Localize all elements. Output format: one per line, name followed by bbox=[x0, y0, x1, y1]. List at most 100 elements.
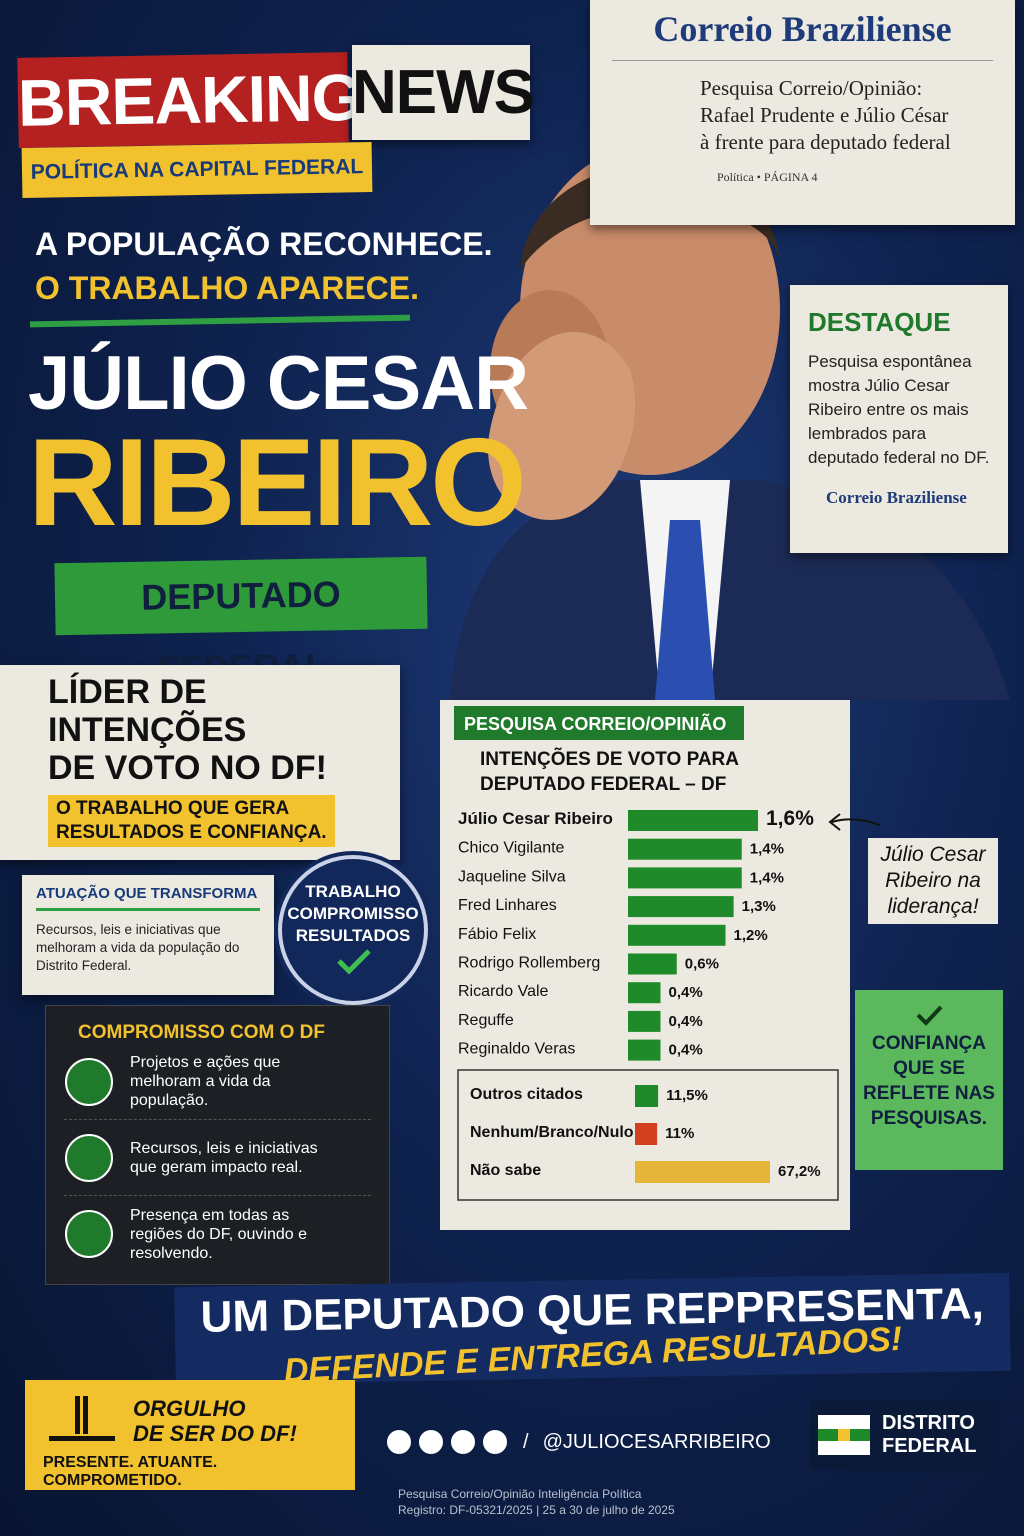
breaking-text: BREAKING bbox=[17, 59, 363, 140]
pride-motto: PRESENTE. ATUANTE. COMPROMETIDO. bbox=[43, 1454, 218, 1489]
footer: Pesquisa Correio/Opinião Inteligência Po… bbox=[398, 1486, 675, 1518]
bar bbox=[628, 896, 734, 918]
category-label: Nenhum/Branco/Nulo bbox=[470, 1124, 634, 1141]
category-label: Fred Linhares bbox=[458, 897, 557, 914]
pride-title-line: ORGULHO bbox=[133, 1396, 246, 1421]
bar bbox=[628, 867, 742, 889]
highlight-source: Correio Braziliense bbox=[826, 488, 967, 507]
commitment-icon bbox=[65, 1210, 113, 1258]
headline-line: à frente para deputado federal bbox=[700, 130, 951, 154]
category-label: Rodrigo Rollemberg bbox=[458, 955, 600, 972]
value-label: 0,4% bbox=[669, 1042, 703, 1059]
handle[interactable]: @JULIOCESARRIBEIRO bbox=[542, 1430, 771, 1453]
chart-label-box bbox=[454, 706, 744, 740]
annotation: Júlio Cesar Ribeiro na liderança! bbox=[868, 838, 998, 924]
df-flag bbox=[818, 1415, 870, 1455]
commitment-title: COMPROMISSO COM O DF bbox=[78, 1022, 325, 1043]
chart-panel: PESQUISA CORREIO/OPINIÃO INTENÇÕES DE VOT… bbox=[440, 700, 850, 1230]
x-icon[interactable] bbox=[451, 1430, 475, 1454]
seal-line: RESULTADOS bbox=[295, 926, 411, 945]
newspaper-section: Política • PÁGINA 4 bbox=[717, 170, 818, 184]
congress-icon bbox=[49, 1396, 115, 1441]
confidence-line: QUE SE bbox=[893, 1058, 965, 1079]
leader-title-line: LÍDER DE INTENÇÕES bbox=[48, 673, 247, 749]
category-label: Ricardo Vale bbox=[458, 983, 549, 1000]
annotation-line: Ribeiro na bbox=[885, 869, 981, 892]
pride-title-line: DE SER DO DF! bbox=[133, 1421, 297, 1446]
section-box: POLÍTICA NA CAPITAL FEDERAL bbox=[21, 141, 373, 199]
region-box: DISTRITO FEDERAL bbox=[810, 1400, 995, 1470]
icon-circle bbox=[65, 1210, 113, 1258]
value-label: 11,5% bbox=[666, 1087, 708, 1104]
commitment-item: Projetos e ações que melhoram a vida da … bbox=[64, 1044, 371, 1120]
section-text: POLÍTICA NA CAPITAL FEDERAL bbox=[30, 155, 364, 184]
impact-card: ATUAÇÃO QUE TRANSFORMA Recursos, leis e … bbox=[22, 875, 274, 995]
tagline: A POPULAÇÃO RECONHECE. O TRABALHO APAREC… bbox=[35, 222, 493, 310]
facebook-icon[interactable] bbox=[419, 1430, 443, 1454]
category-label: Não sabe bbox=[470, 1162, 541, 1179]
annotation-arrow bbox=[828, 813, 881, 831]
bar bbox=[628, 982, 661, 1004]
value-label: 0,4% bbox=[669, 1013, 703, 1030]
commitment-card: COMPROMISSO COM O DF Projetos e ações qu… bbox=[45, 1005, 390, 1285]
region-line: DISTRITO bbox=[882, 1412, 975, 1434]
youtube-icon[interactable] bbox=[483, 1430, 507, 1454]
impact-title: ATUAÇÃO QUE TRANSFORMA bbox=[36, 885, 260, 911]
seal-line: COMPROMISSO bbox=[287, 904, 419, 923]
category-label: Reguffe bbox=[458, 1012, 514, 1029]
confidence-text: CONFIANÇA QUE SE REFLETE NAS PESQUISAS. bbox=[855, 1031, 1003, 1131]
region-text: DISTRITO FEDERAL bbox=[882, 1412, 976, 1458]
banner: UM DEPUTADO QUE REPPRESENTA, DEFENDE E E… bbox=[174, 1272, 1011, 1390]
pride-card: ORGULHO DE SER DO DF! PRESENTE. ATUANTE.… bbox=[25, 1380, 355, 1490]
commitment-text: Projetos e ações que melhoram a vida da … bbox=[130, 1054, 281, 1109]
confidence-line: CONFIANÇA bbox=[872, 1033, 986, 1054]
masthead: Correio Braziliense bbox=[653, 9, 952, 49]
name-last: RIBEIRO bbox=[28, 414, 527, 552]
impact-text: Recursos, leis e iniciativas que melhora… bbox=[36, 922, 240, 973]
check-icon bbox=[337, 949, 371, 975]
category-label: Chico Vigilante bbox=[458, 840, 565, 857]
pride-title: ORGULHO DE SER DO DF! bbox=[133, 1396, 355, 1446]
confidence-line: REFLETE NAS bbox=[863, 1083, 995, 1104]
leader-subtitle-line: O TRABALHO QUE GERA bbox=[56, 798, 290, 819]
social-icons bbox=[387, 1430, 507, 1454]
bar bbox=[635, 1085, 659, 1107]
commitment-icon bbox=[65, 1057, 113, 1106]
role-box: DEPUTADO FEDERAL bbox=[54, 556, 428, 689]
value-label: 1,2% bbox=[734, 927, 768, 944]
category-label: Júlio Cesar Ribeiro bbox=[458, 809, 613, 828]
confidence-line: PESQUISAS. bbox=[870, 1108, 988, 1129]
newspaper-clip: Correio Braziliense Pesquisa Correio/Opi… bbox=[590, 0, 1015, 225]
footer-line: Registro: DF-05321/2025 | 25 a 30 de jul… bbox=[398, 1503, 675, 1517]
footer-line: Pesquisa Correio/Opinião Inteligência Po… bbox=[398, 1487, 642, 1501]
bar bbox=[635, 1123, 658, 1145]
separator: / bbox=[523, 1430, 529, 1453]
value-label: 0,4% bbox=[669, 984, 703, 1001]
news-box: NEWS bbox=[352, 45, 535, 140]
commitment-icon bbox=[65, 1133, 113, 1182]
name-first: JÚLIO CESAR bbox=[28, 341, 529, 426]
leader-title: LÍDER DE INTENÇÕES DE VOTO NO DF! bbox=[48, 673, 400, 787]
social-row: / @JULIOCESARRIBEIRO bbox=[385, 1428, 771, 1456]
commitment-text: Recursos, leis e iniciativas que geram i… bbox=[130, 1139, 318, 1176]
check-icon bbox=[916, 1005, 943, 1026]
chart-title: INTENÇÕES DE VOTO PARA bbox=[480, 748, 739, 770]
commitment-item: Recursos, leis e iniciativas que geram i… bbox=[64, 1120, 371, 1196]
value-label: 1,6% bbox=[766, 807, 814, 830]
annotation-line: liderança! bbox=[887, 895, 979, 918]
instagram-icon[interactable] bbox=[387, 1430, 411, 1454]
value-label: 67,2% bbox=[778, 1163, 821, 1180]
category-label: Outros citados bbox=[470, 1086, 583, 1103]
others-box bbox=[457, 1069, 839, 1201]
bar bbox=[628, 1039, 661, 1061]
highlight-text: Pesquisa espontânea mostra Júlio Cesar R… bbox=[808, 352, 990, 467]
headline-line: Pesquisa Correio/Opinião: bbox=[700, 76, 923, 100]
bar bbox=[635, 1161, 770, 1183]
bar bbox=[628, 1010, 661, 1032]
category-label: Jaqueline Silva bbox=[458, 868, 566, 885]
value-label: 11% bbox=[665, 1125, 694, 1142]
chart-title: DEPUTADO FEDERAL – DF bbox=[480, 774, 726, 795]
value-label: 1,4% bbox=[750, 869, 784, 886]
